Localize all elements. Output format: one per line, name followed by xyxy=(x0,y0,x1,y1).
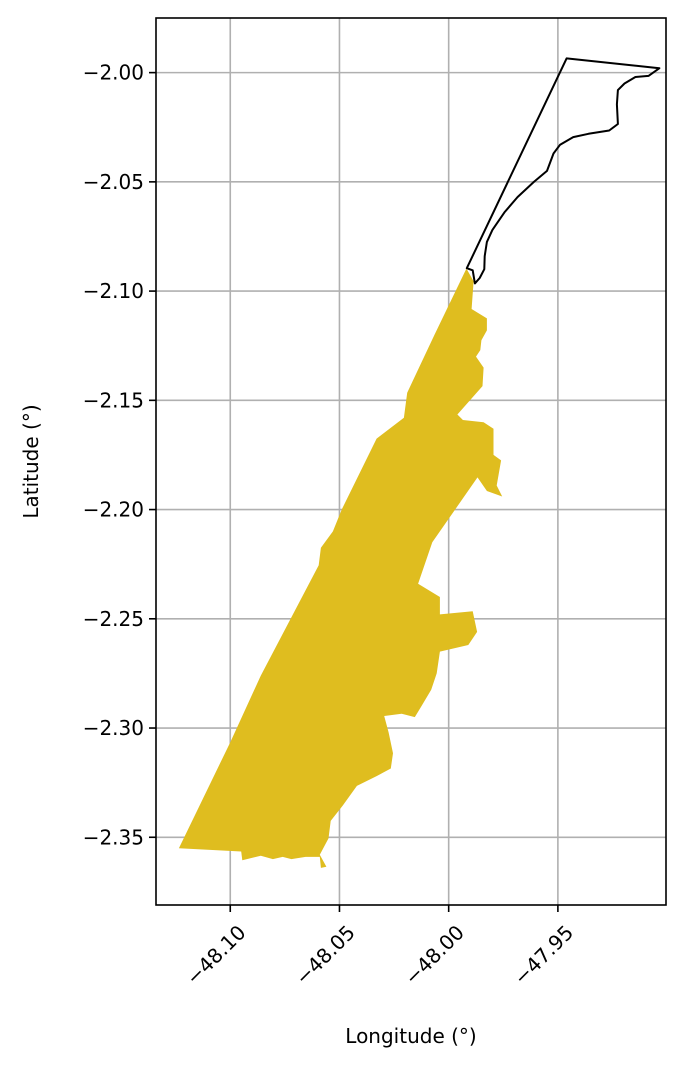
region-outline xyxy=(465,57,661,285)
y-tick-label-5: −2.25 xyxy=(83,607,144,631)
y-axis-ticks: −2.00 −2.05 −2.10 −2.15 −2.20 −2.25 −2.30 −2.35 xyxy=(83,61,156,849)
y-axis-label: Latitude (°) xyxy=(19,404,43,518)
x-axis-label: Longitude (°) xyxy=(345,1024,476,1048)
y-tick-label-0: −2.00 xyxy=(83,61,144,85)
y-tick-label-6: −2.30 xyxy=(83,716,144,740)
region-filled xyxy=(178,269,503,868)
map-regions xyxy=(178,57,661,868)
plot-frame xyxy=(155,17,667,906)
y-tick-label-1: −2.05 xyxy=(83,170,144,194)
axes xyxy=(155,17,667,906)
y-tick-label-7: −2.35 xyxy=(83,825,144,849)
y-tick-label-3: −2.15 xyxy=(83,388,144,412)
y-tick-label-4: −2.20 xyxy=(83,498,144,522)
y-tick-label-2: −2.10 xyxy=(83,279,144,303)
